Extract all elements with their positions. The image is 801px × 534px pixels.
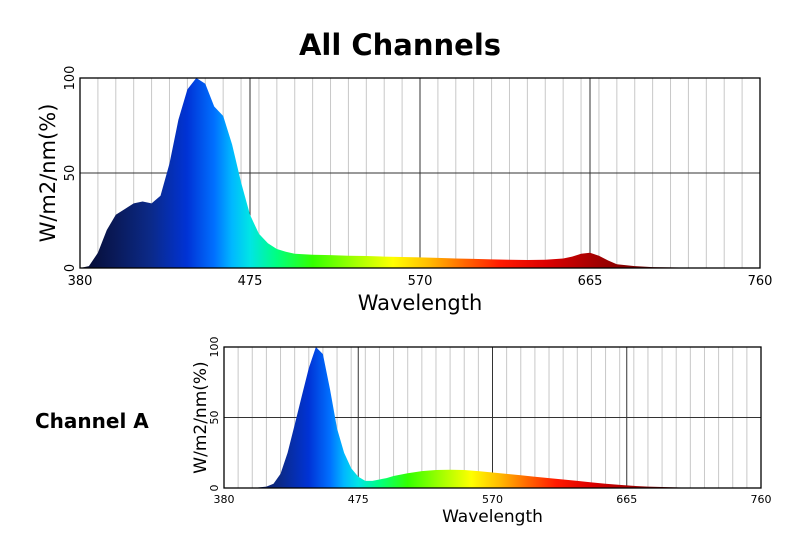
y-axis-label: W/m2/nm(%) <box>191 361 211 473</box>
x-tick-label: 570 <box>408 274 433 289</box>
y-axis-label: W/m2/nm(%) <box>36 104 60 243</box>
panel-all-channels: 380 475 570 665 760 0 50 100 Wavelength W/m2/nm(%… <box>36 66 772 315</box>
series-area-channel-a <box>224 347 761 488</box>
x-tick-label: 760 <box>748 274 773 289</box>
series-area-all-channels <box>80 78 760 268</box>
y-tick-label: 0 <box>208 485 221 492</box>
y-tick-label: 50 <box>208 411 221 425</box>
plot-frame <box>79 77 761 269</box>
x-tick-label: 475 <box>348 493 369 506</box>
plot-frame <box>223 346 762 489</box>
x-tick-label: 665 <box>616 493 637 506</box>
x-tick-label: 475 <box>238 274 263 289</box>
x-tick-label: 570 <box>482 493 503 506</box>
chart-title-channel-a: Channel A <box>35 409 149 433</box>
y-tick-label: 100 <box>63 66 78 91</box>
chart-title-all-channels: All Channels <box>299 28 501 62</box>
y-tick-label: 100 <box>208 337 221 358</box>
panel-channel-a: 380 475 570 665 760 0 50 100 Wavelength W/m2/nm(%… <box>191 337 772 528</box>
x-axis-label: Wavelength <box>442 507 543 527</box>
x-tick-label: 380 <box>214 493 235 506</box>
x-tick-label: 665 <box>578 274 603 289</box>
x-tick-label: 380 <box>68 274 93 289</box>
y-tick-label: 0 <box>63 264 78 272</box>
x-axis-label: Wavelength <box>358 291 483 315</box>
x-tick-label: 760 <box>751 493 772 506</box>
y-tick-label: 50 <box>63 165 78 182</box>
